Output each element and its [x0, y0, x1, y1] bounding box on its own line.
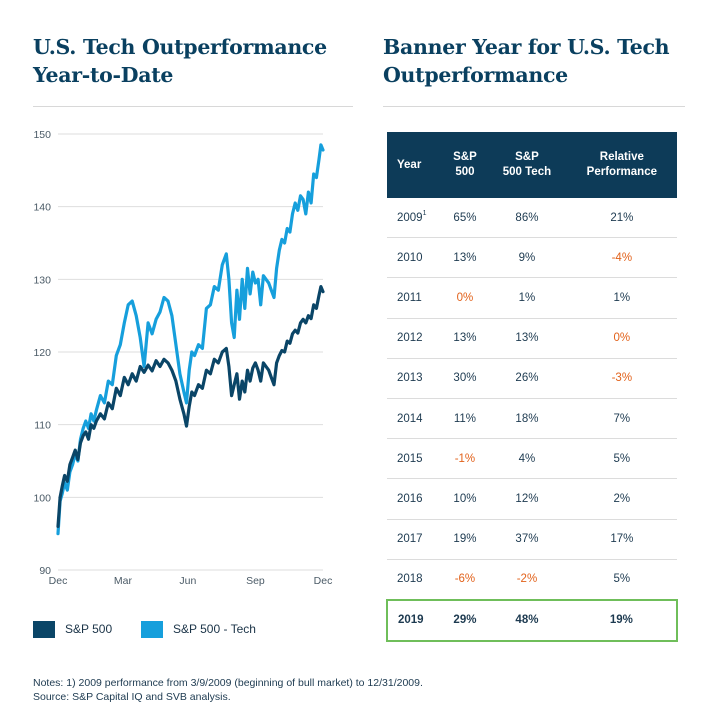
- table-row: 20091 65% 86% 21%: [387, 198, 677, 239]
- cell-relative: 5%: [566, 438, 677, 480]
- table-row: 2011 0% 1% 1%: [387, 277, 677, 319]
- legend-item-tech: S&P 500 - Tech: [141, 620, 256, 638]
- cell-sp500: 13%: [442, 237, 488, 279]
- chart-title: U.S. Tech Outperformance Year-to-Date: [33, 35, 327, 87]
- table-row: 2015 -1% 4% 5%: [387, 438, 677, 480]
- cell-relative: 17%: [566, 519, 677, 560]
- cell-year: 2014: [387, 398, 443, 440]
- cell-tech: -2%: [487, 559, 567, 601]
- cell-tech: 26%: [487, 358, 567, 399]
- table-row: 2017 19% 37% 17%: [387, 519, 677, 560]
- cell-sp500: -6%: [442, 559, 488, 601]
- header-tech: S&P 500 Tech: [487, 132, 567, 198]
- x-tick-label: Jun: [179, 575, 196, 587]
- legend-swatch-sp500: [33, 620, 55, 638]
- table-header-row: Year S&P 500 S&P 500 Tech Relative Performa…: [387, 132, 677, 198]
- y-tick-label: 140: [33, 202, 51, 214]
- cell-year: 2013: [387, 358, 443, 399]
- y-tick-label: 120: [33, 347, 51, 359]
- cell-relative: -3%: [566, 358, 677, 399]
- series-line-sp500: [56, 285, 325, 528]
- cell-year: 2015: [387, 438, 443, 480]
- table-row: 2016 10% 12% 2%: [387, 478, 677, 520]
- table-row: 2012 13% 13% 0%: [387, 318, 677, 359]
- cell-year: 2010: [387, 237, 443, 279]
- cell-year: 20091: [387, 198, 443, 239]
- cell-sp500: 65%: [442, 198, 488, 239]
- table-row: 2014 11% 18% 7%: [387, 398, 677, 440]
- cell-relative: 1%: [566, 277, 677, 319]
- notes-line-1: Notes: 1) 2009 performance from 3/9/2009…: [33, 677, 423, 689]
- cell-sp500: 13%: [442, 318, 488, 359]
- y-tick-label: 130: [33, 274, 51, 286]
- left-divider: [33, 106, 353, 107]
- legend-item-sp500: S&P 500: [33, 620, 112, 638]
- legend-label-tech: S&P 500 - Tech: [173, 622, 256, 636]
- notes-line-2: Source: S&P Capital IQ and SVB analysis.: [33, 691, 231, 703]
- cell-relative: 2%: [566, 478, 677, 520]
- table-row: 2013 30% 26% -3%: [387, 358, 677, 399]
- cell-year: 2012: [387, 318, 443, 359]
- performance-table: Year S&P 500 S&P 500 Tech Relative Performa…: [386, 132, 679, 643]
- cell-relative: 5%: [566, 559, 677, 601]
- cell-tech: 86%: [487, 198, 567, 239]
- header-sp500: S&P 500: [442, 132, 488, 198]
- cell-tech: 13%: [487, 318, 567, 359]
- cell-tech: 37%: [487, 519, 567, 560]
- right-divider: [383, 106, 685, 107]
- x-tick-label: Mar: [114, 575, 133, 587]
- cell-sp500: 30%: [442, 358, 488, 399]
- cell-sp500: 0%: [442, 277, 488, 319]
- cell-year: 2017: [387, 519, 443, 560]
- series-line-tech: [56, 143, 325, 536]
- cell-tech: 12%: [487, 478, 567, 520]
- cell-sp500: 11%: [442, 398, 488, 440]
- table-row: 2019 29% 48% 19%: [386, 598, 679, 643]
- legend-swatch-tech: [141, 620, 163, 638]
- x-tick-label: Sep: [246, 575, 265, 587]
- cell-relative: 7%: [566, 398, 677, 440]
- table-title: Banner Year for U.S. Tech Outperformance: [383, 35, 670, 87]
- cell-relative: 19%: [566, 598, 679, 643]
- y-tick-label: 150: [33, 129, 51, 141]
- cell-sp500: 29%: [442, 598, 488, 643]
- cell-year: 2011: [387, 277, 443, 319]
- notes: Notes: 1) 2009 performance from 3/9/2009…: [33, 676, 423, 704]
- cell-relative: -4%: [566, 237, 677, 279]
- footnote-marker: 1: [422, 209, 427, 217]
- cell-relative: 21%: [566, 198, 677, 239]
- x-tick-label: Dec: [49, 575, 68, 587]
- cell-tech: 48%: [487, 598, 567, 643]
- table-row: 2010 13% 9% -4%: [387, 237, 677, 279]
- cell-tech: 18%: [487, 398, 567, 440]
- cell-year: 2018: [387, 559, 443, 601]
- cell-year: 2016: [387, 478, 443, 520]
- cell-tech: 4%: [487, 438, 567, 480]
- y-tick-label: 90: [39, 565, 51, 577]
- cell-sp500: -1%: [442, 438, 488, 480]
- line-chart: 90 100 110 120 130 140 150 Dec Mar Jun Sep Dec: [33, 129, 333, 587]
- table-row: 2018 -6% -2% 5%: [387, 559, 677, 601]
- y-tick-label: 110: [34, 420, 51, 432]
- cell-sp500: 10%: [442, 478, 488, 520]
- cell-relative: 0%: [566, 318, 677, 359]
- y-tick-label: 100: [33, 492, 51, 504]
- x-tick-label: Dec: [314, 575, 333, 587]
- legend-label-sp500: S&P 500: [65, 622, 113, 636]
- cell-sp500: 19%: [442, 519, 488, 560]
- cell-tech: 9%: [487, 237, 567, 279]
- cell-year: 2019: [386, 598, 443, 643]
- header-relative: Relative Performance: [566, 132, 677, 198]
- cell-tech: 1%: [487, 277, 567, 319]
- header-year: Year: [387, 132, 443, 198]
